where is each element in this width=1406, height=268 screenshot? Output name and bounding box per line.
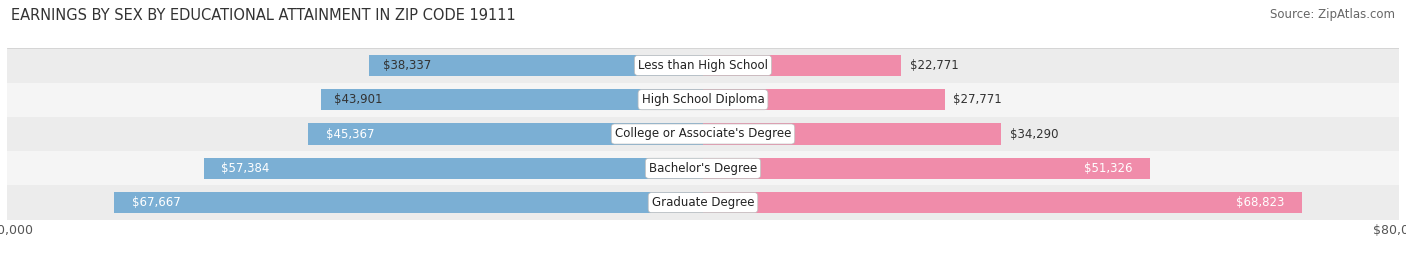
Text: High School Diploma: High School Diploma [641, 93, 765, 106]
Text: EARNINGS BY SEX BY EDUCATIONAL ATTAINMENT IN ZIP CODE 19111: EARNINGS BY SEX BY EDUCATIONAL ATTAINMEN… [11, 8, 516, 23]
Text: Bachelor's Degree: Bachelor's Degree [650, 162, 756, 175]
Text: $57,384: $57,384 [221, 162, 270, 175]
Text: $51,326: $51,326 [1084, 162, 1132, 175]
Text: $38,337: $38,337 [382, 59, 430, 72]
Bar [321, 89, 703, 110]
Bar [7, 151, 1399, 185]
Bar [7, 48, 1399, 83]
Bar [7, 83, 1399, 117]
Bar [703, 158, 1150, 179]
Text: Source: ZipAtlas.com: Source: ZipAtlas.com [1270, 8, 1395, 21]
Text: $34,290: $34,290 [1010, 128, 1059, 140]
Text: College or Associate's Degree: College or Associate's Degree [614, 128, 792, 140]
Bar [703, 89, 945, 110]
Text: $68,823: $68,823 [1236, 196, 1284, 209]
Bar [7, 117, 1399, 151]
Bar [703, 192, 1302, 213]
Bar [370, 55, 703, 76]
Bar [703, 123, 1001, 145]
Bar [204, 158, 703, 179]
Text: $43,901: $43,901 [335, 93, 382, 106]
Bar [703, 55, 901, 76]
Text: Less than High School: Less than High School [638, 59, 768, 72]
Text: $45,367: $45,367 [326, 128, 374, 140]
Text: $27,771: $27,771 [953, 93, 1002, 106]
Text: $67,667: $67,667 [132, 196, 180, 209]
Bar [7, 185, 1399, 220]
Bar [114, 192, 703, 213]
Text: $22,771: $22,771 [910, 59, 959, 72]
Bar [308, 123, 703, 145]
Text: Graduate Degree: Graduate Degree [652, 196, 754, 209]
